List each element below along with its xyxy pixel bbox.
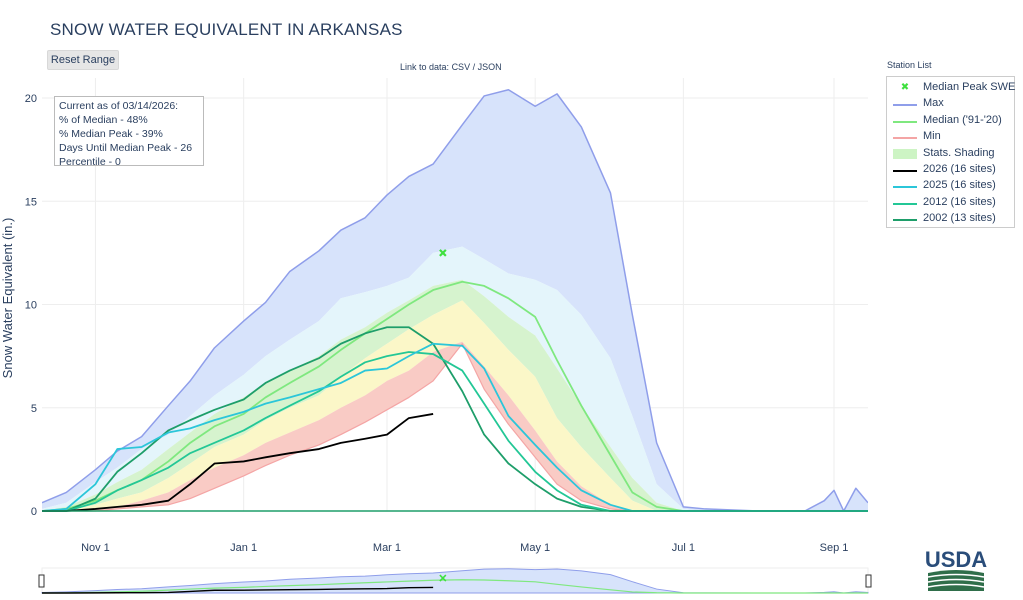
legend-swatch (893, 186, 917, 189)
legend-label: Median Peak SWE (923, 81, 1016, 93)
y-tick-label: 10 (25, 300, 37, 312)
info-current-as-of: Current as of 03/14/2026: (59, 100, 179, 112)
info-pct-median: % of Median - 48% (59, 114, 148, 126)
band-10-min (42, 341, 868, 511)
legend-label: Max (923, 97, 944, 110)
x-tick-label: Nov 1 (81, 542, 110, 554)
legend-item[interactable]: 2026 (16 sites) (887, 162, 1014, 178)
legend-item[interactable]: ✖ Median Peak SWE (887, 80, 1016, 96)
legend: ✖ Median Peak SWE Max Median ('91-'20) Min St… (886, 76, 1015, 228)
legend-item[interactable]: Min (887, 129, 1014, 145)
y-tick-label: 15 (25, 196, 37, 208)
x-tick-label: Sep 1 (820, 542, 849, 554)
range-slider-peak-marker (439, 574, 447, 582)
range-slider-right-handle[interactable] (865, 574, 872, 588)
legend-item[interactable]: Stats. Shading (887, 146, 1014, 162)
x-tick-label: May 1 (520, 542, 550, 554)
y-tick-label: 20 (25, 93, 37, 105)
legend-label: 2002 (13 sites) (923, 212, 996, 225)
legend-swatch (893, 202, 917, 205)
legend-label: Min (923, 130, 941, 143)
x-tick-label: Jan 1 (230, 542, 257, 554)
y-axis-label: Snow Water Equivalent (in.) (0, 218, 15, 379)
range-slider-median (41, 579, 868, 594)
x-tick-label: Mar 1 (373, 542, 401, 554)
link-prefix: Link to data: (400, 62, 450, 72)
legend-label: Stats. Shading (923, 146, 995, 159)
range-slider (38, 567, 872, 594)
range-slider-2026 (42, 586, 434, 594)
band-max-90 (42, 89, 868, 512)
range-slider-left-handle[interactable] (38, 574, 45, 588)
legend-swatch (893, 219, 917, 222)
legend-swatch (893, 170, 917, 172)
legend-swatch (893, 120, 917, 123)
csv-link[interactable]: CSV (451, 62, 471, 72)
legend-item[interactable]: Max (887, 96, 1014, 112)
link-separator: / (472, 62, 476, 72)
legend-item[interactable]: Median ('91-'20) (887, 113, 1014, 129)
usda-logo: USDA (920, 545, 992, 595)
series-2026 (42, 413, 434, 512)
info-pct-median-peak: % Median Peak - 39% (59, 128, 163, 140)
legend-label: Median ('91-'20) (923, 113, 1002, 126)
median-peak-marker (439, 249, 447, 257)
legend-item[interactable]: 2025 (16 sites) (887, 178, 1014, 194)
legend-swatch (893, 137, 917, 140)
series-lines (42, 88, 868, 512)
y-tick-label: 5 (31, 403, 37, 415)
x-tick-label: Jul 1 (672, 542, 695, 554)
json-link[interactable]: JSON (477, 62, 502, 72)
legend-swatch (893, 104, 917, 107)
chart-title: SNOW WATER EQUIVALENT IN ARKANSAS (50, 20, 403, 39)
legend-swatch (893, 148, 917, 159)
status-info-box: Current as of 03/14/2026: % of Median - … (54, 96, 204, 168)
legend-item[interactable]: 2002 (13 sites) (887, 211, 1014, 227)
legend-swatch: ✖ (900, 82, 910, 93)
legend-item[interactable]: 2012 (16 sites) (887, 195, 1014, 211)
legend-label: 2025 (16 sites) (923, 179, 996, 192)
reset-range-button[interactable]: Reset Range (47, 50, 119, 70)
axes: 0 5 10 15 20 Nov 1 Jan 1 Mar 1 May 1 Jul 1 Sep 1 (25, 93, 849, 554)
legend-label: 2012 (16 sites) (923, 195, 996, 208)
legend-title: Station List (887, 60, 932, 70)
band-30-10 (42, 300, 868, 511)
info-percentile: Percentile - 0 (59, 156, 121, 168)
data-link-bar: Link to data: CSV / JSON (400, 62, 502, 72)
usda-logo-text: USDA (925, 547, 987, 572)
info-days-until-peak: Days Until Median Peak - 26 (59, 142, 193, 154)
y-tick-label: 0 (31, 506, 37, 518)
legend-label: 2026 (16 sites) (923, 163, 996, 175)
